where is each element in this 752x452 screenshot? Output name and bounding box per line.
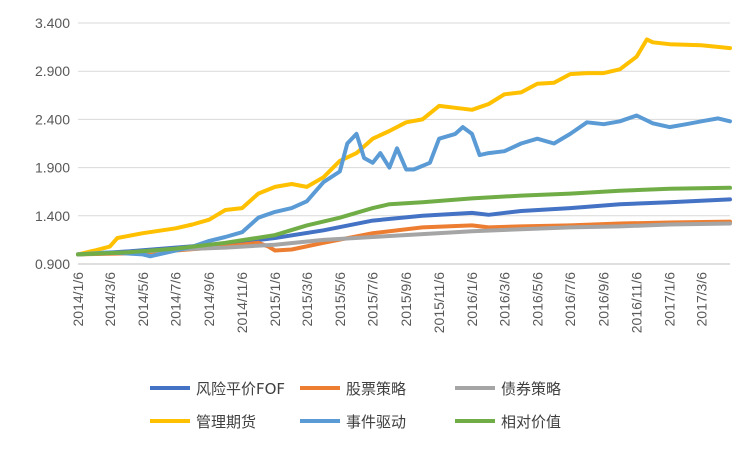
- x-axis: 2014/1/6 2014/3/6 2014/5/6 2014/7/6 2014/9/6…: [70, 272, 709, 333]
- series-line: [76, 37, 732, 257]
- x-tick-label: 2016/11/6: [629, 272, 645, 333]
- x-tick-label: 2016/1/6: [464, 272, 480, 327]
- series-line: [76, 113, 732, 259]
- x-tick-label: 2014/11/6: [234, 272, 250, 333]
- x-tick-label: 2015/7/6: [365, 272, 381, 327]
- x-tick-label: 2014/7/6: [168, 272, 184, 327]
- x-tick-label: 2016/3/6: [496, 272, 512, 327]
- y-tick-label: 2.400: [35, 111, 70, 127]
- x-tick-label: 2015/9/6: [398, 272, 414, 327]
- x-tick-label: 2014/3/6: [102, 272, 118, 327]
- legend-label: 相对价值: [501, 413, 561, 431]
- x-tick-label: 2015/1/6: [267, 272, 283, 327]
- x-tick-label: 2014/5/6: [135, 272, 151, 327]
- y-tick-label: 1.400: [35, 208, 70, 224]
- series-lines: [76, 37, 732, 259]
- legend-label: 股票策略: [346, 380, 406, 398]
- x-tick-label: 2015/11/6: [431, 272, 447, 333]
- x-tick-label: 2015/3/6: [299, 272, 315, 327]
- y-tick-label: 0.900: [35, 256, 70, 272]
- series-line: [76, 185, 732, 257]
- legend-label: 风险平价FOF: [196, 380, 285, 398]
- x-tick-label: 2014/1/6: [70, 272, 86, 327]
- y-tick-label: 1.900: [35, 160, 70, 176]
- x-tick-label: 2017/1/6: [662, 272, 678, 327]
- x-tick-label: 2015/5/6: [332, 272, 348, 327]
- x-tick-label: 2014/9/6: [201, 272, 217, 327]
- legend-label: 管理期货: [196, 413, 256, 431]
- x-tick-label: 2016/9/6: [596, 272, 612, 327]
- x-tick-label: 2016/5/6: [529, 272, 545, 327]
- y-tick-label: 2.900: [35, 63, 70, 79]
- x-tick-label: 2016/7/6: [562, 272, 578, 327]
- legend-label: 债券策略: [501, 380, 561, 398]
- grid-lines: [78, 22, 730, 217]
- y-tick-label: 3.400: [35, 15, 70, 31]
- x-tick-label: 2017/3/6: [693, 272, 709, 327]
- legend-label: 事件驱动: [346, 413, 406, 431]
- y-axis: 0.900 1.400 1.900 2.400 2.900 3.400: [35, 15, 70, 272]
